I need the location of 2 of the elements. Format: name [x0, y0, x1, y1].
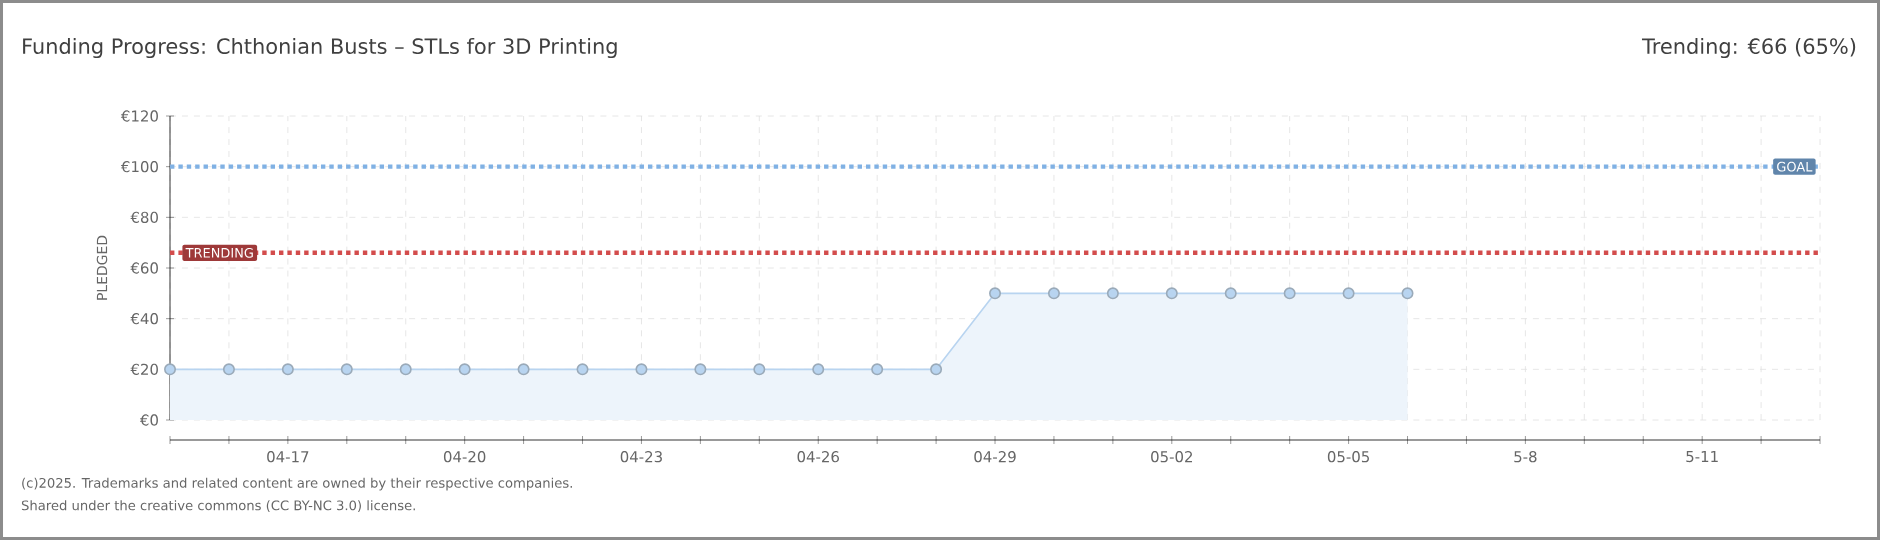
- chart-subtitle: Trending: €66 (65%): [1641, 37, 1856, 59]
- chart-title: Funding Progress: Chthonian Busts – STLs for 3D Printing: [23, 37, 617, 59]
